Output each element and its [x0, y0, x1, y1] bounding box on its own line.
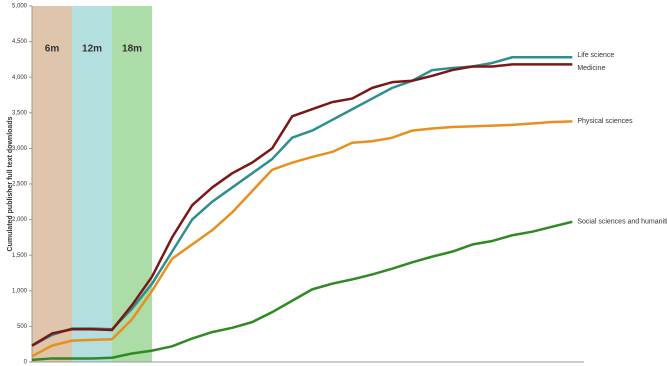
y-tick-label: 3,000 [12, 146, 28, 152]
y-axis-label: Cumulated publisher full text downloads [7, 116, 14, 251]
period-band [112, 6, 153, 362]
y-tick-label: 4,500 [12, 39, 28, 45]
period-band [32, 6, 73, 362]
band-label: 6m [45, 44, 60, 55]
y-tick-label: 2,000 [12, 217, 28, 223]
y-tick-label: 1,500 [12, 253, 28, 259]
period-band [72, 6, 113, 362]
y-tick-label: 500 [17, 324, 28, 330]
y-tick-label: 4,000 [12, 75, 28, 81]
band-label: 12m [82, 44, 102, 55]
series-line [31, 120, 573, 358]
series-label: Physical sciences [577, 118, 633, 125]
y-tick-label: 3,500 [12, 110, 28, 116]
series-label: Life science [577, 52, 614, 59]
y-tick-label: 5,000 [12, 4, 28, 10]
series-line [31, 63, 573, 347]
series-line [31, 220, 573, 362]
y-tick-label: 2,500 [12, 182, 28, 188]
series-label: Social sciences and humanities [577, 219, 667, 226]
y-tick-label: 1,000 [12, 288, 28, 294]
band-label: 18m [122, 44, 142, 55]
y-tick-label: 0 [24, 360, 28, 366]
series-label: Medicine [577, 65, 605, 72]
